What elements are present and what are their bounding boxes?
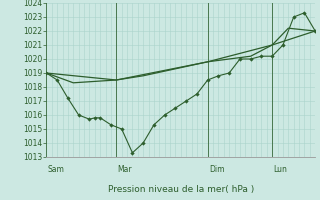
Text: Sam: Sam bbox=[48, 165, 65, 174]
Text: Pression niveau de la mer( hPa ): Pression niveau de la mer( hPa ) bbox=[108, 185, 254, 194]
Text: Lun: Lun bbox=[274, 165, 287, 174]
Text: Dim: Dim bbox=[209, 165, 225, 174]
Text: Mar: Mar bbox=[118, 165, 132, 174]
